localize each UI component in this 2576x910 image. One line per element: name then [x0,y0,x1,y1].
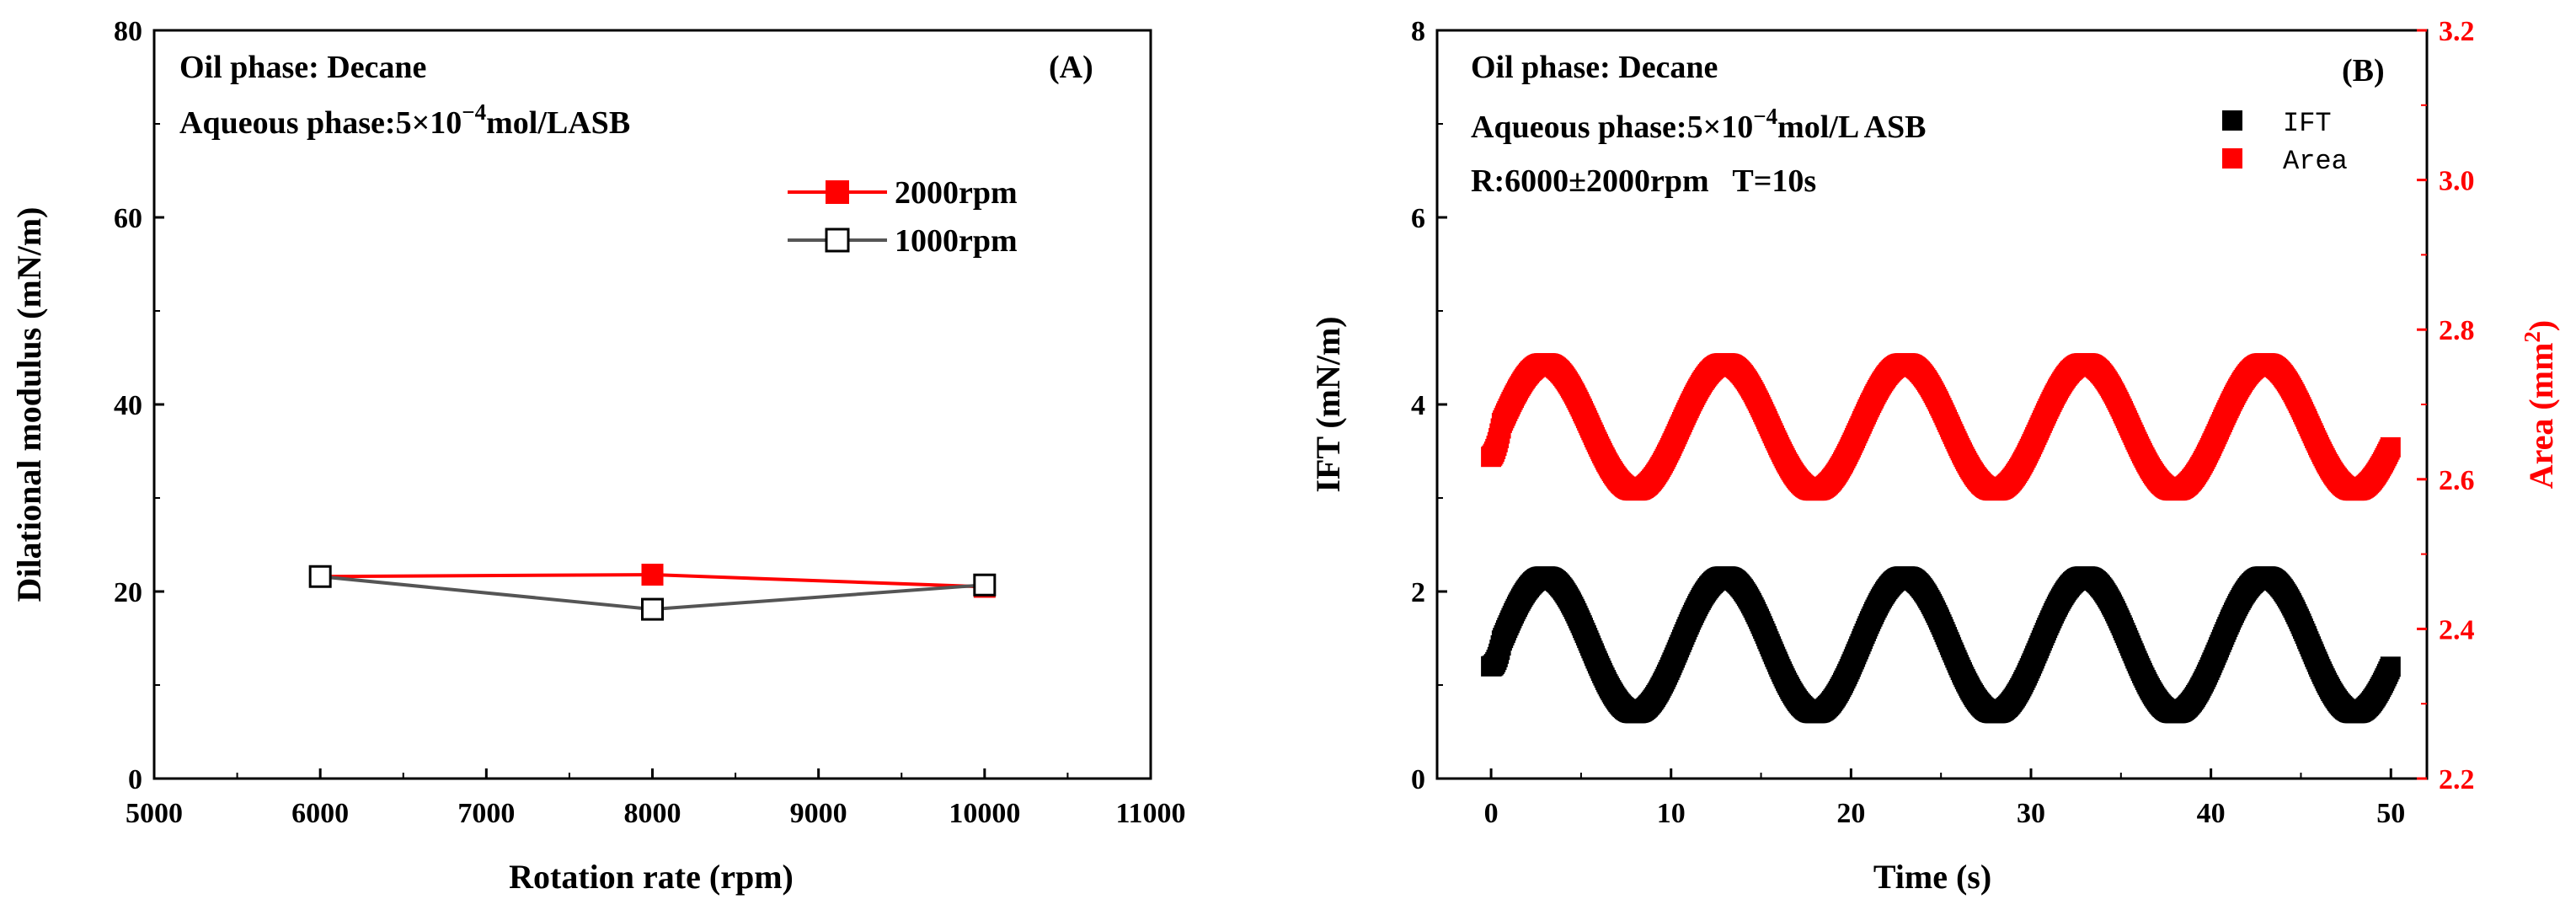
data-point-Area [2380,436,2401,458]
x-tick-label-a: 8000 [624,798,681,829]
y-tick-label-a: 0 [128,764,142,795]
legend-b: IFT Area [2222,108,2348,177]
y-tick-label-a: 40 [114,390,142,421]
legend-marker-area [2222,148,2242,169]
panel-b: 0 10 20 30 40 50 0 2 4 6 8 2.2 2.4 2.6 2.8 3.0 3.2 Oil… [1309,16,2560,896]
y-ticks-a: 0 20 40 60 80 [114,16,164,795]
y2-tick-label-b: 3.2 [2439,16,2475,47]
x-axis-label-a: Rotation rate (rpm) [509,858,794,896]
legend-label-ift: IFT [2283,108,2332,139]
y-tick-label-b: 6 [1411,203,1425,234]
x-tick-label-a: 6000 [291,798,349,829]
x-tick-label-a: 11000 [1115,798,1185,829]
x-tick-label-a: 7000 [457,798,515,829]
y2-tick-label-b: 2.6 [2439,465,2475,496]
x-tick-label-b: 40 [2197,798,2226,829]
y2-tick-label-b: 2.2 [2439,764,2475,795]
annotation-aqueous-phase-b: Aqueous phase:5×10−4mol/L ASB [1471,104,1926,145]
x-axis-label-b: Time (s) [1873,858,1991,896]
legend-label-2000rpm: 2000rpm [895,175,1018,211]
x-tick-label-b: 20 [1836,798,1865,829]
legend-marker-ift [2222,110,2242,131]
legend-marker-1000rpm [825,228,850,253]
y-tick-label-b: 8 [1411,16,1425,47]
series-b [1481,353,2401,724]
data-point-1000rpm [308,565,332,588]
annotation-oil-phase-b: Oil phase: Decane [1471,50,1718,85]
y-ticks-b: 0 2 4 6 8 [1411,16,1447,795]
legend-label-1000rpm: 1000rpm [895,223,1018,259]
y-tick-label-b: 2 [1411,577,1425,608]
panel-label-b: (B) [2342,53,2385,88]
y2-tick-label-b: 3.0 [2439,166,2475,197]
legend-marker-2000rpm [826,180,849,204]
legend-a: 2000rpm 1000rpm [788,175,1018,259]
plot-frame-a [152,29,1152,780]
y-axis-label-b: IFT (mN/m) [1309,316,1347,492]
x-tick-label-b: 10 [1657,798,1686,829]
annotation-aqueous-phase-a: Aqueous phase:5×10−4mol/LASB [179,99,630,141]
panel-a: 5000 6000 7000 8000 9000 10000 11000 0 20 40 60 80… [10,16,1186,896]
x-ticks-a: 5000 6000 7000 8000 9000 10000 11000 [126,768,1186,829]
y-axis-label-a: Dilational modulus (mN/m) [10,207,48,602]
x-tick-label-a: 10000 [949,798,1020,829]
data-point-IFT [2380,656,2401,677]
x-ticks-b: 0 10 20 30 40 50 [1484,768,2405,829]
x-tick-label-b: 30 [2017,798,2045,829]
y-tick-label-a: 80 [114,16,142,47]
annotation-oil-phase-a: Oil phase: Decane [179,50,426,85]
x-tick-label-a: 5000 [126,798,183,829]
y-tick-label-a: 20 [114,577,142,608]
y-tick-label-a: 60 [114,203,142,234]
y-tick-label-b: 4 [1411,390,1425,421]
x-tick-label-b: 50 [2376,798,2405,829]
legend-label-area: Area [2283,146,2348,177]
y2-axis-label-b: Area (mm2) [2520,320,2560,489]
data-point-2000rpm [641,564,664,586]
panel-label-a: (A) [1049,50,1093,85]
x-tick-label-a: 9000 [790,798,847,829]
x-tick-label-b: 0 [1484,798,1499,829]
y2-ticks-b: 2.2 2.4 2.6 2.8 3.0 3.2 [2417,16,2475,795]
y2-tick-label-b: 2.8 [2439,315,2475,346]
annotation-rotation-b: R:6000±2000rpm T=10s [1471,163,1816,199]
data-point-1000rpm [641,597,664,621]
series-a [308,564,997,621]
y2-tick-label-b: 2.4 [2439,614,2475,645]
y-tick-label-b: 0 [1411,764,1425,795]
data-point-1000rpm [973,573,997,597]
